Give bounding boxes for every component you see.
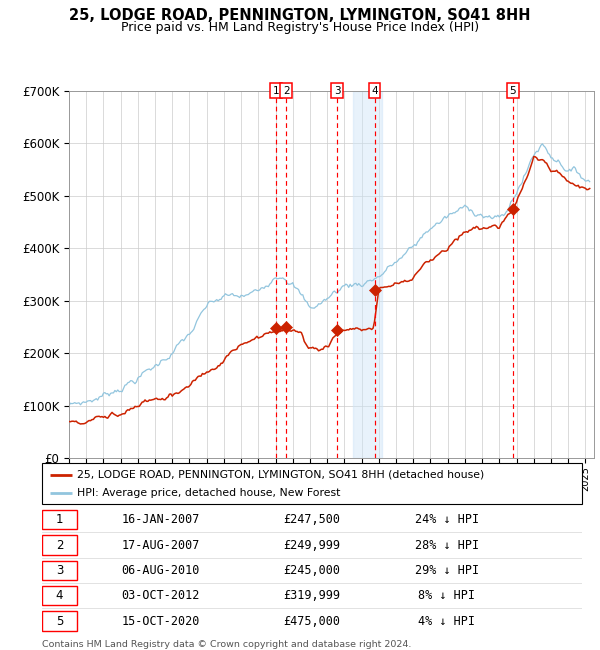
FancyBboxPatch shape (42, 560, 77, 580)
Text: 1: 1 (273, 86, 280, 96)
Text: £247,500: £247,500 (284, 514, 341, 526)
Text: 16-JAN-2007: 16-JAN-2007 (122, 514, 200, 526)
Text: 8% ↓ HPI: 8% ↓ HPI (419, 589, 476, 602)
Text: 25, LODGE ROAD, PENNINGTON, LYMINGTON, SO41 8HH: 25, LODGE ROAD, PENNINGTON, LYMINGTON, S… (69, 8, 531, 23)
FancyBboxPatch shape (42, 510, 77, 530)
Text: Contains HM Land Registry data © Crown copyright and database right 2024.
This d: Contains HM Land Registry data © Crown c… (42, 640, 412, 650)
Text: £319,999: £319,999 (284, 589, 341, 602)
Text: 17-AUG-2007: 17-AUG-2007 (122, 538, 200, 551)
Text: 4% ↓ HPI: 4% ↓ HPI (419, 615, 476, 628)
FancyBboxPatch shape (42, 611, 77, 631)
Text: 24% ↓ HPI: 24% ↓ HPI (415, 514, 479, 526)
Text: £245,000: £245,000 (284, 564, 341, 577)
Text: HPI: Average price, detached house, New Forest: HPI: Average price, detached house, New … (77, 488, 340, 499)
Text: 03-OCT-2012: 03-OCT-2012 (122, 589, 200, 602)
FancyBboxPatch shape (42, 586, 77, 606)
Text: 5: 5 (509, 86, 516, 96)
Bar (353, 91, 382, 458)
Text: 4: 4 (371, 86, 378, 96)
Text: 06-AUG-2010: 06-AUG-2010 (122, 564, 200, 577)
Text: 2: 2 (56, 538, 64, 551)
Text: 2: 2 (283, 86, 290, 96)
Text: 1: 1 (56, 514, 64, 526)
Text: 25, LODGE ROAD, PENNINGTON, LYMINGTON, SO41 8HH (detached house): 25, LODGE ROAD, PENNINGTON, LYMINGTON, S… (77, 470, 484, 480)
Text: 4: 4 (56, 589, 64, 602)
Text: 29% ↓ HPI: 29% ↓ HPI (415, 564, 479, 577)
Text: £475,000: £475,000 (284, 615, 341, 628)
Text: 3: 3 (334, 86, 340, 96)
Text: 5: 5 (56, 615, 63, 628)
Text: £249,999: £249,999 (284, 538, 341, 551)
Text: Price paid vs. HM Land Registry's House Price Index (HPI): Price paid vs. HM Land Registry's House … (121, 21, 479, 34)
FancyBboxPatch shape (42, 535, 77, 555)
Text: 28% ↓ HPI: 28% ↓ HPI (415, 538, 479, 551)
Text: 3: 3 (56, 564, 63, 577)
Text: 15-OCT-2020: 15-OCT-2020 (122, 615, 200, 628)
